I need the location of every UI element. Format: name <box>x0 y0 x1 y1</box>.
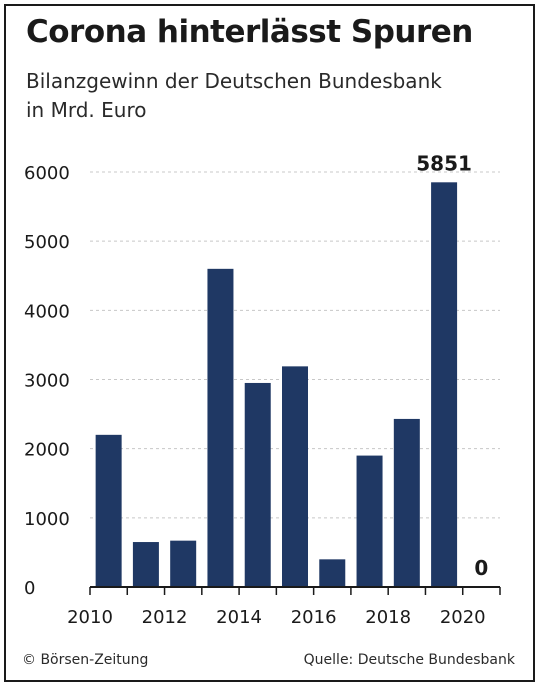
y-tick-label-4000: 4000 <box>24 301 70 322</box>
x-tick-label-2012: 2012 <box>142 607 188 628</box>
x-tick-label-2016: 2016 <box>291 607 337 628</box>
bar-2015 <box>282 366 308 587</box>
bar-2017 <box>356 455 383 587</box>
y-tick-label-0: 0 <box>24 578 35 599</box>
y-tick-label-5000: 5000 <box>24 232 70 253</box>
chart-title: Corona hinterlässt Spuren <box>26 14 473 50</box>
bar-2011 <box>132 542 159 587</box>
data-label-2020: 0 <box>474 556 488 580</box>
bar-2016 <box>319 559 346 587</box>
y-tick-label-6000: 6000 <box>24 163 70 184</box>
copyright-note: © Börsen-Zeitung <box>22 652 149 668</box>
bar-2019 <box>431 182 458 587</box>
data-label-2019: 5851 <box>416 151 472 175</box>
bar-2010 <box>95 434 122 587</box>
bar-2014 <box>244 382 271 587</box>
x-tick-label-2020: 2020 <box>440 607 486 628</box>
chart-subtitle-line2: in Mrd. Euro <box>26 98 147 122</box>
x-tick-label-2018: 2018 <box>365 607 411 628</box>
source-note: Quelle: Deutsche Bundesbank <box>303 652 515 668</box>
bar-2013 <box>207 268 234 587</box>
y-tick-label-3000: 3000 <box>24 371 70 392</box>
y-tick-label-2000: 2000 <box>24 440 70 461</box>
chart-subtitle-line1: Bilanzgewinn der Deutschen Bundesbank <box>26 69 442 93</box>
y-tick-label-1000: 1000 <box>24 509 70 530</box>
x-tick-label-2010: 2010 <box>67 607 113 628</box>
bar-2018 <box>393 418 420 587</box>
x-tick-label-2014: 2014 <box>216 607 262 628</box>
bar-2012 <box>170 540 197 587</box>
